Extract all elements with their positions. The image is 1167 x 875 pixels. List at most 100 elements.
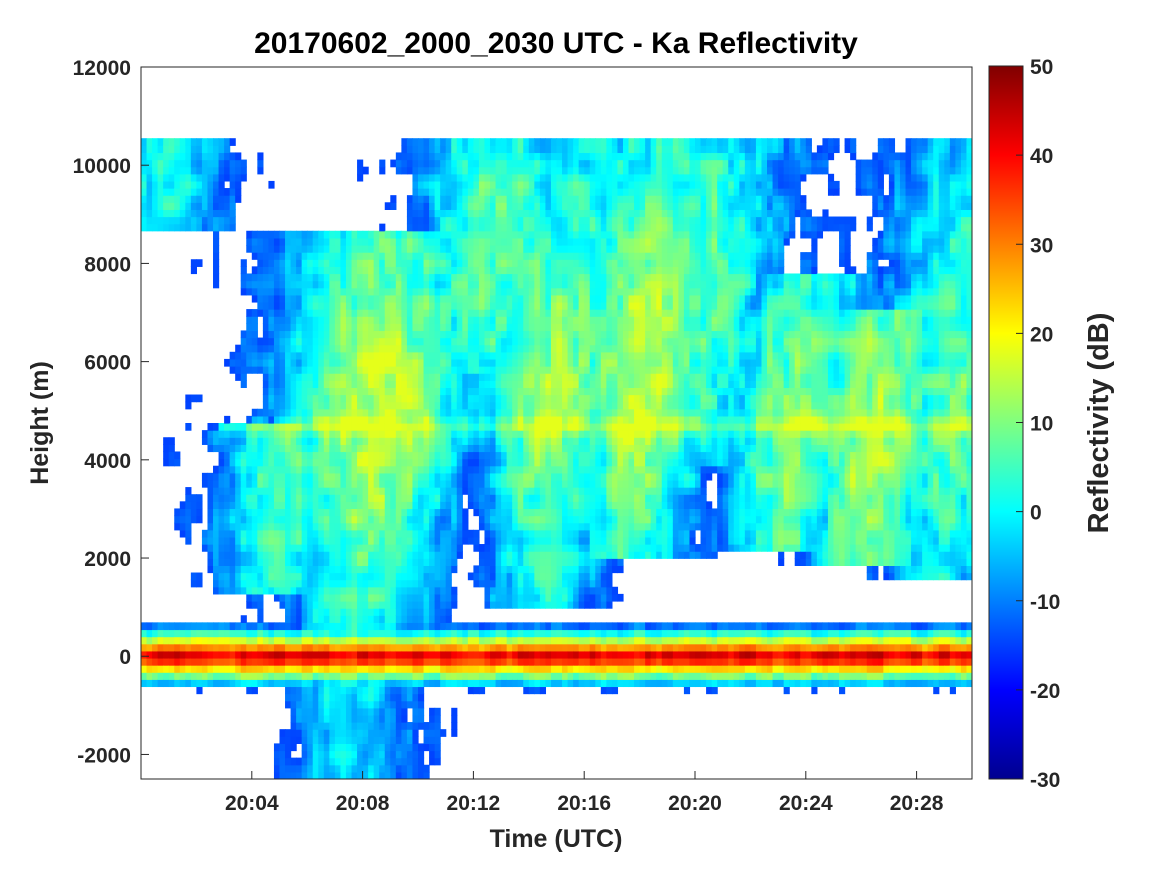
heatmap-cell bbox=[290, 565, 297, 574]
heatmap-cell bbox=[190, 138, 197, 146]
heatmap-cell bbox=[235, 366, 242, 374]
heatmap-cell bbox=[279, 501, 286, 510]
heatmap-cell bbox=[345, 266, 353, 275]
heatmap-cell bbox=[539, 494, 547, 502]
heatmap-cell bbox=[445, 458, 452, 467]
heatmap-cell bbox=[478, 444, 486, 453]
heatmap-cell bbox=[279, 544, 286, 552]
heatmap-cell bbox=[539, 145, 547, 154]
heatmap-cell bbox=[235, 522, 242, 531]
heatmap-cell bbox=[512, 544, 519, 552]
heatmap-cell bbox=[296, 665, 303, 673]
heatmap-cell bbox=[312, 259, 319, 267]
heatmap-cell bbox=[190, 508, 197, 517]
heatmap-cell bbox=[495, 487, 502, 495]
heatmap-cell bbox=[545, 586, 552, 595]
heatmap-cell bbox=[379, 287, 386, 296]
heatmap-cell bbox=[240, 622, 247, 631]
heatmap-cell bbox=[368, 351, 375, 360]
heatmap-cell bbox=[567, 672, 574, 680]
heatmap-cell bbox=[301, 586, 308, 595]
heatmap-cell bbox=[390, 736, 397, 744]
heatmap-cell bbox=[296, 323, 303, 332]
heatmap-cell bbox=[345, 344, 353, 353]
heatmap-cell bbox=[268, 380, 275, 388]
heatmap-cell bbox=[201, 679, 209, 688]
heatmap-cell bbox=[240, 344, 247, 353]
heatmap-cell bbox=[301, 522, 308, 531]
heatmap-cell bbox=[467, 351, 474, 360]
heatmap-cell bbox=[423, 572, 430, 581]
heatmap-cell bbox=[235, 180, 242, 189]
heatmap-cell bbox=[323, 536, 330, 545]
heatmap-cell bbox=[340, 245, 347, 253]
heatmap-cell bbox=[329, 430, 336, 438]
heatmap-cell bbox=[440, 337, 447, 346]
heatmap-cell bbox=[406, 629, 414, 638]
heatmap-cell bbox=[296, 693, 303, 702]
heatmap-cell bbox=[556, 487, 563, 495]
heatmap-cell bbox=[528, 494, 535, 502]
heatmap-cell bbox=[434, 280, 441, 289]
heatmap-cell bbox=[462, 294, 469, 303]
heatmap-cell bbox=[501, 287, 508, 296]
heatmap-cell bbox=[190, 650, 197, 659]
heatmap-cell bbox=[545, 451, 552, 460]
heatmap-cell bbox=[384, 259, 391, 267]
heatmap-cell bbox=[351, 479, 358, 488]
heatmap-cell bbox=[406, 316, 414, 324]
heatmap-cell bbox=[229, 358, 236, 367]
heatmap-cell bbox=[418, 529, 425, 538]
heatmap-cell bbox=[357, 323, 364, 332]
heatmap-cell bbox=[213, 536, 220, 545]
heatmap-cell bbox=[445, 622, 452, 631]
heatmap-cell bbox=[246, 629, 253, 638]
heatmap-cell bbox=[362, 665, 369, 673]
heatmap-cell bbox=[296, 373, 303, 381]
heatmap-cell bbox=[534, 515, 541, 524]
heatmap-cell bbox=[190, 202, 197, 210]
heatmap-cell bbox=[467, 529, 474, 538]
heatmap-cell bbox=[312, 615, 319, 623]
heatmap-cell bbox=[401, 437, 408, 445]
heatmap-cell bbox=[235, 188, 242, 196]
heatmap-cell bbox=[395, 707, 402, 716]
heatmap-cell bbox=[384, 273, 391, 282]
heatmap-cell bbox=[550, 643, 558, 652]
heatmap-cell bbox=[562, 309, 569, 317]
heatmap-cell bbox=[562, 380, 569, 388]
heatmap-cell bbox=[224, 465, 231, 474]
heatmap-cell bbox=[517, 536, 524, 545]
heatmap-cell bbox=[451, 586, 458, 595]
heatmap-cell bbox=[152, 209, 159, 218]
heatmap-cell bbox=[307, 387, 314, 396]
heatmap-cell bbox=[323, 551, 330, 559]
heatmap-cell bbox=[296, 729, 303, 737]
heatmap-cell bbox=[478, 665, 486, 673]
heatmap-cell bbox=[224, 216, 231, 225]
heatmap-cell bbox=[456, 544, 463, 552]
heatmap-cell bbox=[473, 138, 480, 146]
heatmap-cell bbox=[157, 180, 164, 189]
heatmap-cell bbox=[362, 294, 369, 303]
heatmap-cell bbox=[390, 423, 397, 431]
heatmap-cell bbox=[229, 202, 236, 210]
heatmap-cell bbox=[301, 714, 308, 723]
heatmap-cell bbox=[312, 608, 319, 616]
heatmap-cell bbox=[307, 643, 314, 652]
heatmap-cell bbox=[373, 358, 380, 367]
heatmap-cell bbox=[501, 536, 508, 545]
heatmap-cell bbox=[307, 479, 314, 488]
heatmap-cell bbox=[550, 593, 558, 602]
heatmap-cell bbox=[285, 643, 292, 652]
heatmap-cell bbox=[462, 458, 469, 467]
heatmap-cell bbox=[201, 430, 209, 438]
heatmap-cell bbox=[484, 601, 491, 609]
heatmap-cell bbox=[434, 252, 441, 260]
heatmap-cell bbox=[556, 387, 563, 396]
heatmap-cell bbox=[406, 615, 414, 623]
heatmap-cell bbox=[196, 515, 203, 524]
heatmap-cell bbox=[423, 565, 430, 574]
heatmap-cell bbox=[207, 487, 214, 495]
heatmap-cell bbox=[307, 508, 314, 517]
